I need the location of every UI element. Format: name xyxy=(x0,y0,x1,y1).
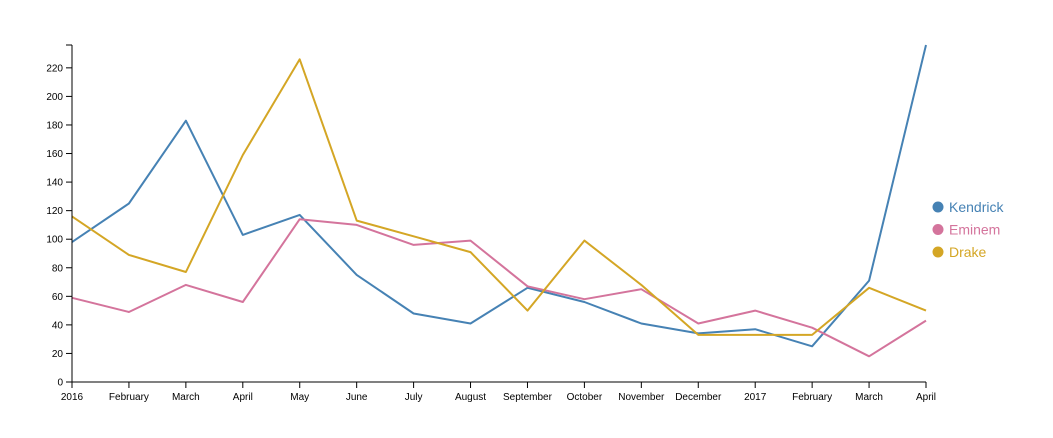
x-tick-label: April xyxy=(916,392,936,403)
x-tick-label: April xyxy=(233,392,253,403)
y-tick-label: 140 xyxy=(46,178,63,189)
legend-marker-eminem xyxy=(932,224,944,235)
x-tick-label: May xyxy=(290,392,309,403)
x-tick-label: March xyxy=(855,392,883,403)
series-line-eminem xyxy=(71,218,927,358)
x-tick-label: February xyxy=(792,392,832,403)
series-lines xyxy=(71,44,927,358)
series-line-drake xyxy=(71,58,927,336)
y-tick-label: 160 xyxy=(46,149,63,160)
x-tick-label: February xyxy=(109,392,149,403)
y-tick-label: 80 xyxy=(52,263,64,274)
y-tick-label: 200 xyxy=(46,92,63,103)
x-tick-label: August xyxy=(455,392,486,403)
x-tick-label: March xyxy=(172,392,200,403)
y-tick-label: 40 xyxy=(52,320,64,331)
series-line-kendrick xyxy=(71,44,927,348)
y-tick-label: 20 xyxy=(52,349,64,360)
y-tick-label: 0 xyxy=(57,378,63,389)
x-tick-label: 2016 xyxy=(61,392,84,403)
x-tick-label: September xyxy=(503,392,553,403)
x-tick-label: November xyxy=(618,392,665,403)
y-tick-label: 220 xyxy=(46,63,63,74)
legend-label-drake: Drake xyxy=(949,244,987,260)
x-axis: 2016 February March April May June July August S… xyxy=(61,381,936,403)
y-tick-label: 120 xyxy=(46,206,63,217)
x-tick-label: July xyxy=(405,392,423,403)
legend-label-kendrick: Kendrick xyxy=(949,199,1004,215)
x-tick-label: October xyxy=(567,392,603,403)
y-axis: 0 20 40 60 80 100 120 140 160 180 200 220 xyxy=(46,44,73,389)
legend-label-eminem: Eminem xyxy=(949,222,1000,238)
y-tick-label: 180 xyxy=(46,120,63,131)
y-tick-label: 60 xyxy=(52,292,64,303)
y-tick-label: 100 xyxy=(46,235,63,246)
x-tick-label: 2017 xyxy=(744,392,767,403)
legend: Kendrick Eminem Drake xyxy=(932,199,1004,260)
x-tick-label: December xyxy=(675,392,722,403)
x-tick-label: June xyxy=(346,392,368,403)
legend-marker-kendrick xyxy=(932,201,944,213)
legend-marker-drake xyxy=(932,246,944,258)
